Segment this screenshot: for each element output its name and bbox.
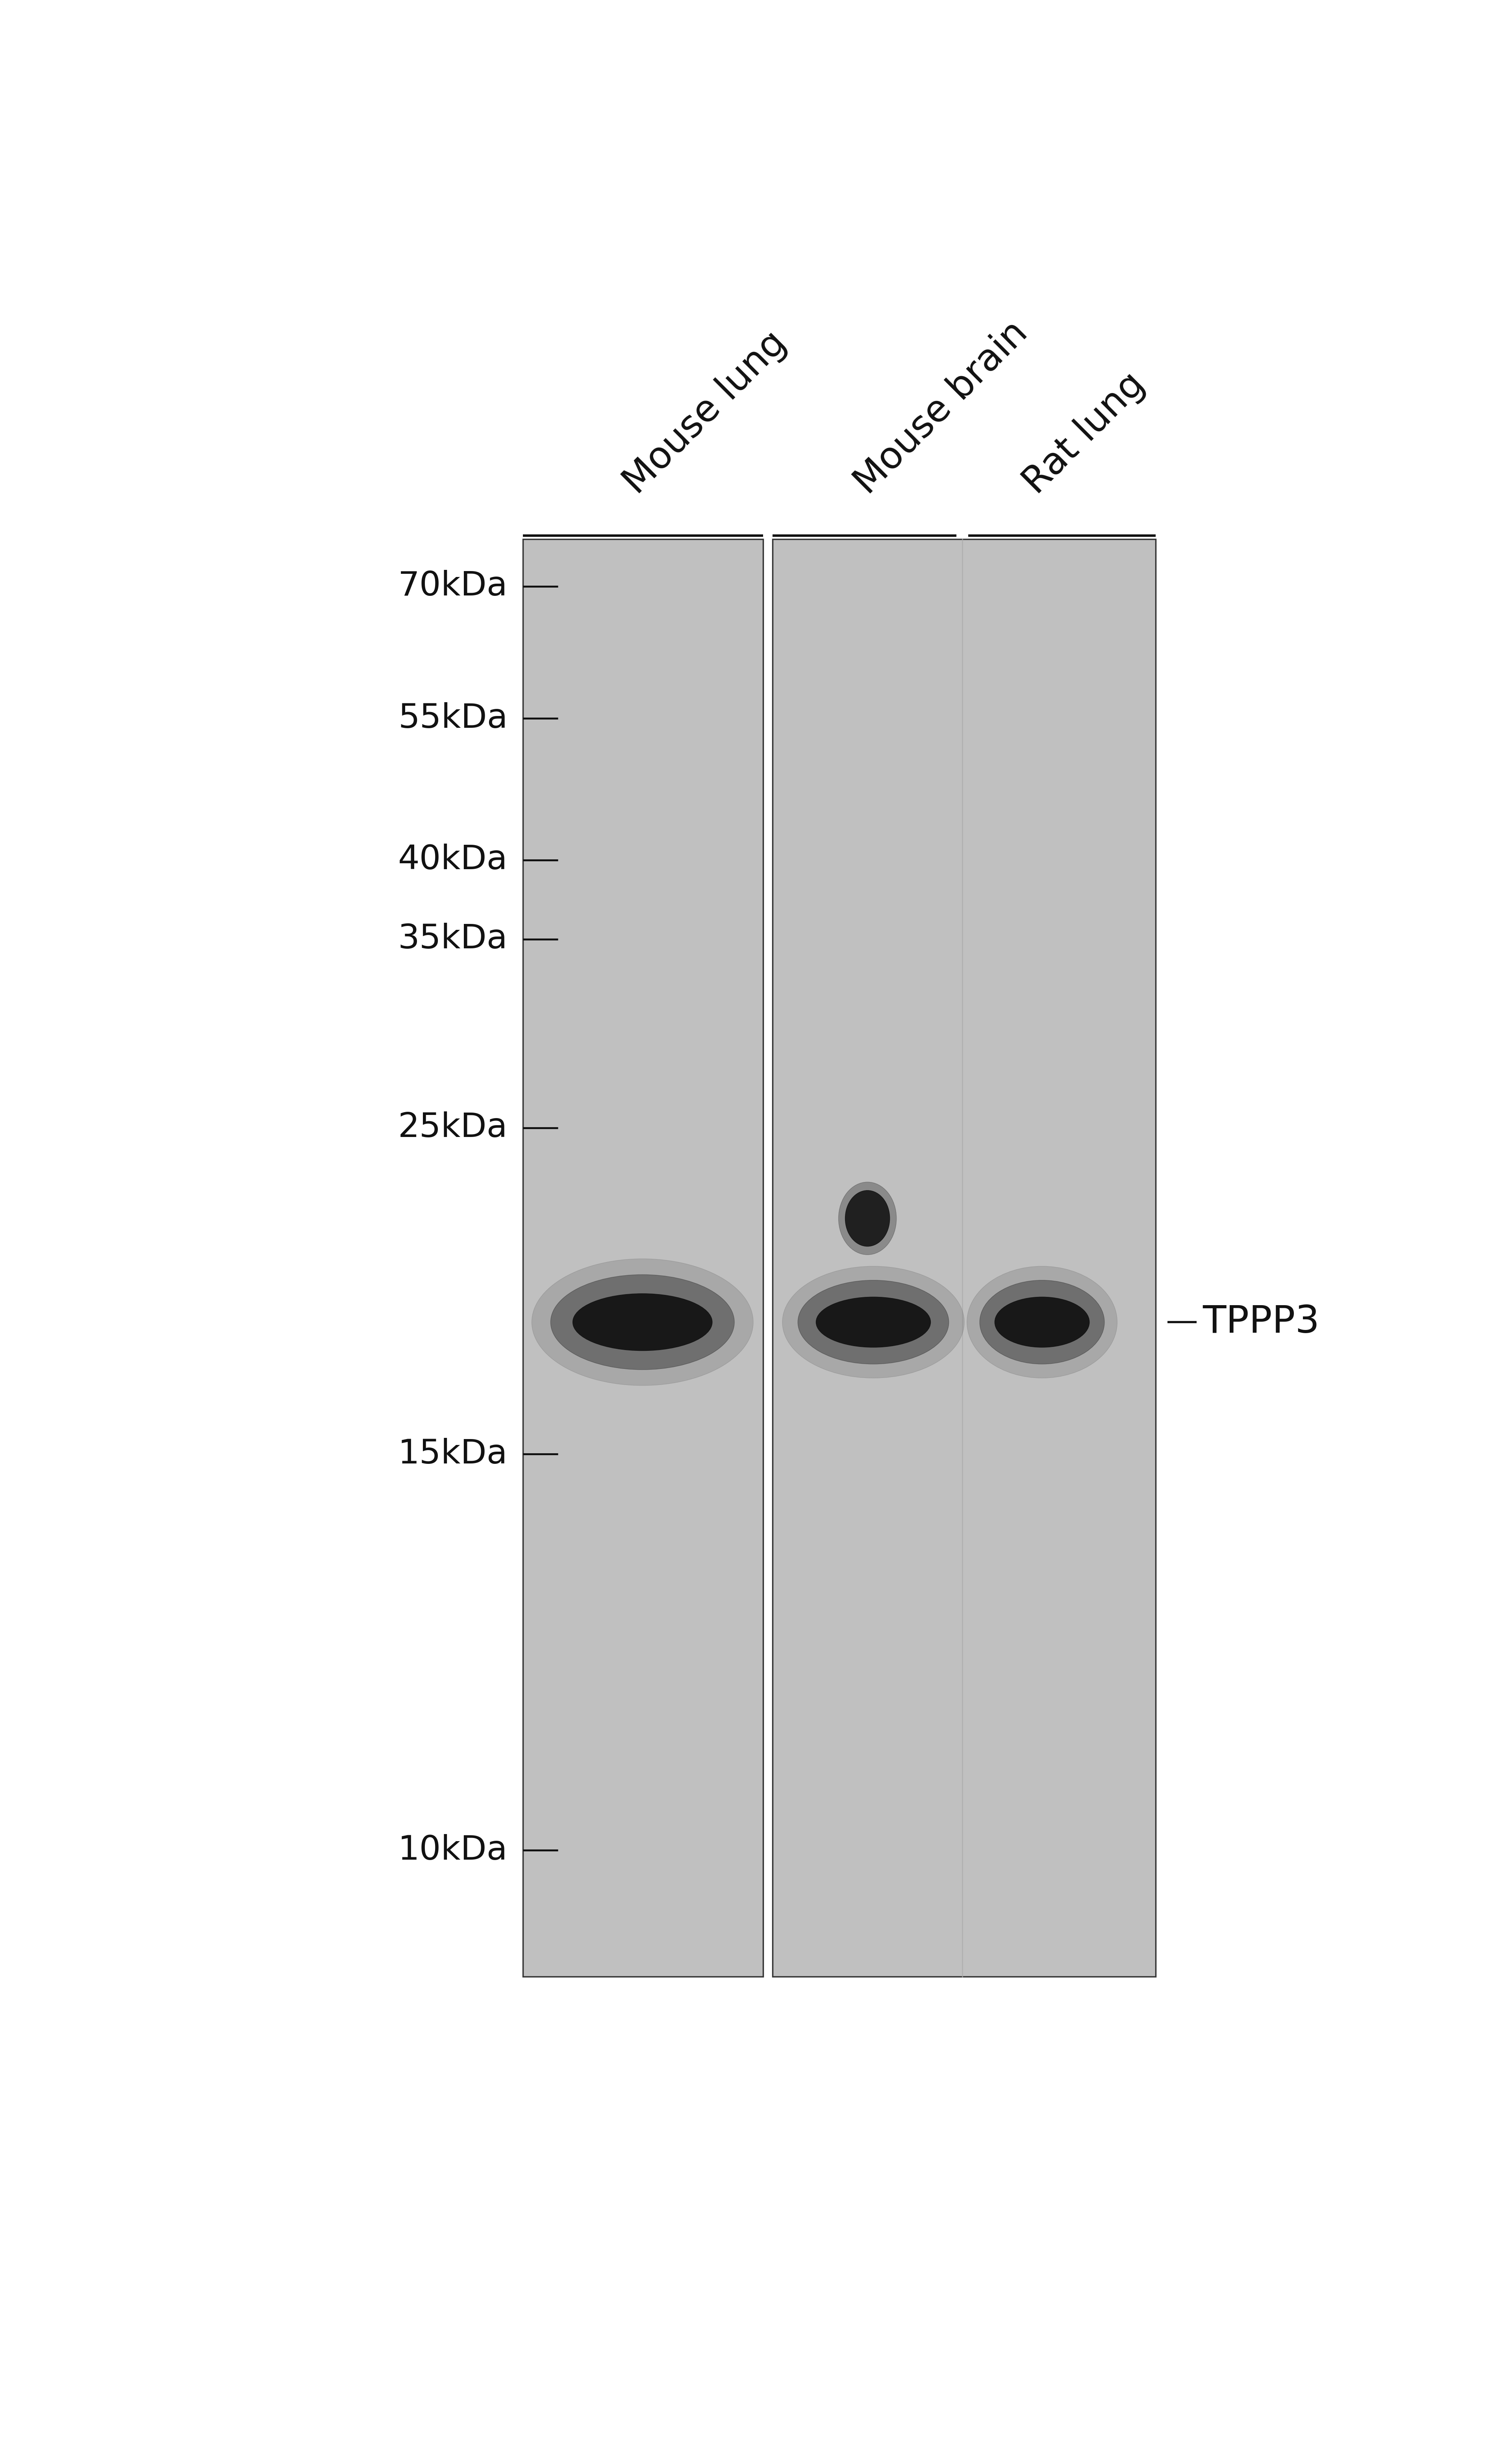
Ellipse shape (816, 1296, 930, 1348)
Text: TPPP3: TPPP3 (1202, 1303, 1320, 1340)
Bar (773, 539, 1155, 1977)
Ellipse shape (995, 1296, 1089, 1348)
Ellipse shape (573, 1294, 712, 1350)
Text: 55kDa: 55kDa (398, 703, 508, 735)
Ellipse shape (845, 1191, 889, 1247)
Text: 70kDa: 70kDa (398, 571, 508, 603)
Text: 40kDa: 40kDa (398, 843, 508, 877)
Ellipse shape (980, 1281, 1104, 1365)
Bar (523, 539, 764, 1977)
Ellipse shape (550, 1274, 735, 1370)
Text: Rat lung: Rat lung (1016, 365, 1152, 502)
Text: 25kDa: 25kDa (398, 1112, 508, 1144)
Text: 35kDa: 35kDa (398, 924, 508, 956)
Ellipse shape (968, 1267, 1117, 1377)
Text: 15kDa: 15kDa (398, 1438, 508, 1470)
Ellipse shape (798, 1281, 950, 1365)
Text: Mouse brain: Mouse brain (848, 314, 1034, 502)
Ellipse shape (782, 1267, 965, 1377)
Ellipse shape (839, 1181, 897, 1254)
Text: 10kDa: 10kDa (398, 1835, 508, 1867)
Ellipse shape (532, 1259, 753, 1387)
Text: Mouse lung: Mouse lung (617, 326, 794, 502)
